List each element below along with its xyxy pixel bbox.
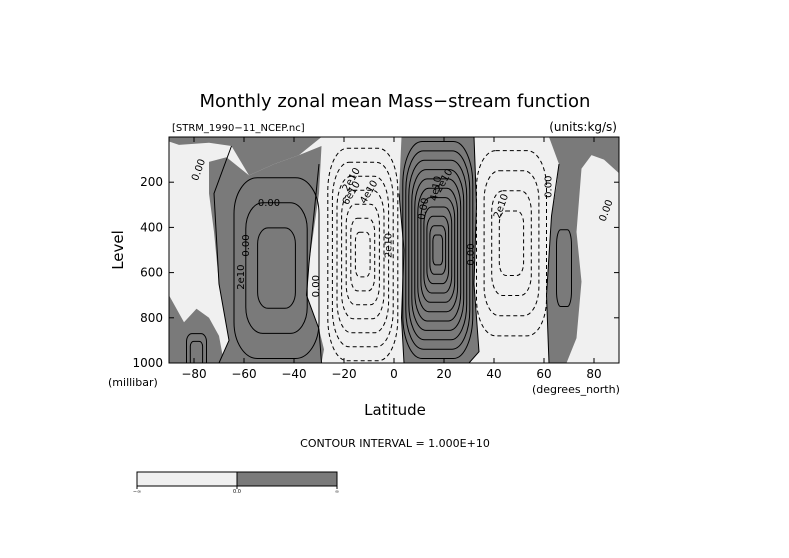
contour-northern-ferrel-4 (498, 210, 525, 276)
contour-label: 4e10 (429, 175, 444, 202)
contour-southern-ferrel-1 (233, 177, 320, 359)
y-tick-label: 1000 (132, 356, 163, 370)
legend-label-mid: 0.0 (233, 489, 241, 495)
contour-northern-ferrel-3 (491, 190, 532, 296)
shade-south-polar (169, 295, 224, 363)
contour-north-polar-1 (556, 229, 572, 307)
contour-northern-hadley-4 (411, 169, 465, 331)
shade-top-strip (169, 137, 322, 176)
contour-northern-hadley-2 (405, 150, 471, 350)
x-tick-label: 80 (586, 367, 601, 381)
x-tick-label: −80 (181, 367, 206, 381)
legend-negative-swatch (136, 471, 238, 487)
legend-positive-swatch (236, 471, 338, 487)
contour-label: 0.00 (417, 197, 432, 221)
x-axis-units: (degrees_north) (532, 383, 620, 396)
contour-label: 0.00 (544, 176, 555, 198)
x-tick-label: 40 (486, 367, 501, 381)
contour-northern-hadley-10 (429, 225, 447, 275)
shade-southern-ferrel (209, 146, 324, 363)
contour-southern-hadley-5 (345, 203, 380, 306)
zero-contour-2 (305, 164, 322, 363)
contour-southern-ferrel-3 (257, 227, 296, 309)
contour-southern-hadley-7 (354, 231, 371, 278)
y-tick-label: 800 (140, 311, 163, 325)
contour-northern-hadley-9 (426, 215, 450, 285)
x-axis-ticks: −80 −60 −40 −20 0 20 40 60 80 (181, 137, 602, 381)
contour-northern-hadley-6 (417, 187, 459, 313)
zero-contour-5 (545, 164, 560, 363)
contour-interval-note: CONTOUR INTERVAL = 1.000E+10 (300, 437, 490, 450)
x-tick-label: 20 (436, 367, 451, 381)
contour-label: 0.00 (466, 243, 477, 265)
contour-south-polar-2 (189, 340, 204, 363)
shading-legend: −∞ 0.0 ∞ (133, 471, 339, 495)
x-axis-label: Latitude (364, 401, 426, 419)
contour-southern-hadley-4 (341, 189, 385, 320)
contour-northern-hadley-8 (423, 206, 453, 294)
y-axis-units: (millibar) (108, 376, 158, 389)
x-tick-label: −20 (331, 367, 356, 381)
contour-northern-hadley-5 (414, 178, 462, 322)
contour-northern-hadley-1 (402, 141, 474, 359)
contour-southern-ferrel-2 (245, 202, 308, 334)
contour-southern-hadley-3 (336, 175, 390, 334)
contour-northern-hadley-7 (420, 197, 456, 303)
x-tick-label: −40 (281, 367, 306, 381)
x-tick-label: −60 (231, 367, 256, 381)
chart-subtitle-units: (units:kg/s) (549, 120, 617, 134)
zero-contour-4 (468, 137, 480, 363)
contour-south-polar-1 (186, 333, 207, 363)
y-tick-label: 600 (140, 266, 163, 280)
legend-label-left: −∞ (133, 489, 141, 495)
contour-northern-hadley-3 (408, 159, 468, 341)
contour-label: 0.00 (241, 234, 252, 256)
contour-label: 2e10 (384, 233, 395, 258)
x-tick-label: 60 (536, 367, 551, 381)
contour-southern-hadley-1 (327, 147, 399, 362)
zero-contour-1 (213, 145, 232, 363)
contour-label: 2e10 (236, 264, 247, 289)
contour-southern-hadley-6 (350, 217, 376, 292)
contour-southern-hadley-2 (331, 161, 394, 348)
chart-title: Monthly zonal mean Mass−stream function (200, 91, 591, 112)
legend-label-right: ∞ (335, 489, 339, 495)
contour-northern-ferrel-1 (476, 150, 547, 337)
y-tick-label: 400 (140, 220, 163, 234)
contour-label: 0.00 (311, 275, 322, 297)
y-tick-label: 200 (140, 175, 163, 189)
y-axis-ticks: 200 400 600 800 1000 (132, 175, 619, 370)
zero-contour-3 (398, 193, 405, 363)
contour-lines-layer (186, 137, 572, 363)
contour-northern-hadley-11 (432, 234, 444, 266)
chart-subtitle-file: [STRM_1990−11_NCEP.nc] (172, 123, 305, 134)
contour-label: 0.00 (258, 198, 280, 209)
y-axis-label: Level (109, 230, 127, 270)
x-tick-label: 0 (390, 367, 398, 381)
